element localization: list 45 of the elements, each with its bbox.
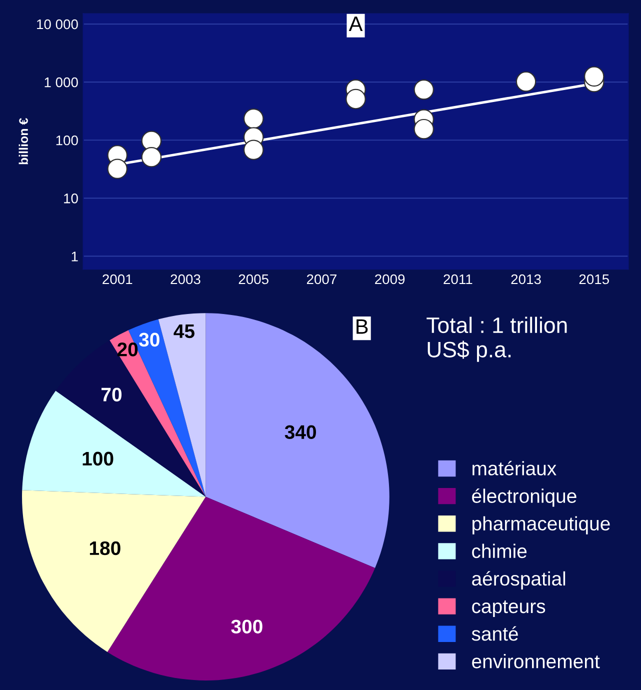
point [243, 108, 264, 129]
x-tick-label: 2007 [306, 274, 336, 284]
point [516, 71, 536, 92]
legend-label: santé [472, 626, 518, 641]
point [141, 146, 162, 168]
point [243, 140, 264, 160]
point [584, 66, 604, 87]
y-tick-label: 10 [64, 194, 78, 204]
data-label: 180 [90, 541, 120, 556]
data-label: 20 [117, 342, 138, 356]
chart-title: B [356, 319, 368, 334]
point [346, 88, 366, 110]
chart-title: A [348, 16, 363, 31]
point [107, 158, 128, 179]
legend-label: aérospatial [472, 571, 566, 590]
text: Total : 1 trillion US$ p.a. [426, 316, 567, 362]
pie-slice [22, 490, 206, 652]
legend-label: environnement [472, 654, 600, 668]
legend-label: électronique [472, 488, 576, 507]
legend-label: pharmaceutique [472, 516, 610, 534]
data-label: 30 [139, 332, 160, 347]
x-tick-label: 2011 [444, 274, 472, 284]
point [414, 80, 434, 100]
data-label: 45 [174, 324, 194, 338]
x-tick-label: 2009 [375, 274, 405, 284]
data-label: 100 [82, 452, 114, 466]
legend-label: chimie [472, 544, 527, 558]
point [414, 118, 434, 140]
data-label: 340 [284, 425, 316, 440]
x-tick-label: 2013 [511, 274, 541, 284]
x-tick-label: 2015 [579, 274, 609, 284]
x-tick-label: 2003 [170, 274, 200, 284]
y-tick-label: 100 [56, 135, 78, 146]
y-axis-title: billion € [18, 118, 28, 164]
pie-slice [206, 313, 390, 568]
x-tick-label: 2001 [102, 274, 132, 284]
legend-label: capteurs [472, 600, 546, 618]
y-tick-label: 1 000 [44, 77, 78, 88]
y-tick-label: 1 [72, 252, 78, 262]
x-tick-label: 2005 [238, 274, 268, 284]
data-label: 70 [102, 388, 122, 402]
data-label: 300 [231, 620, 262, 634]
y-tick-label: 10 000 [37, 19, 78, 30]
legend-label: matériaux [472, 460, 556, 476]
pie-slice [158, 313, 206, 497]
